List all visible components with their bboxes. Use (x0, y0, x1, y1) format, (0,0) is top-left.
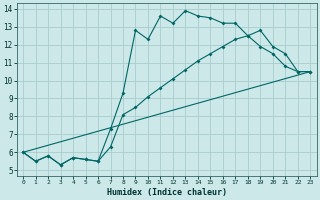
X-axis label: Humidex (Indice chaleur): Humidex (Indice chaleur) (107, 188, 227, 197)
